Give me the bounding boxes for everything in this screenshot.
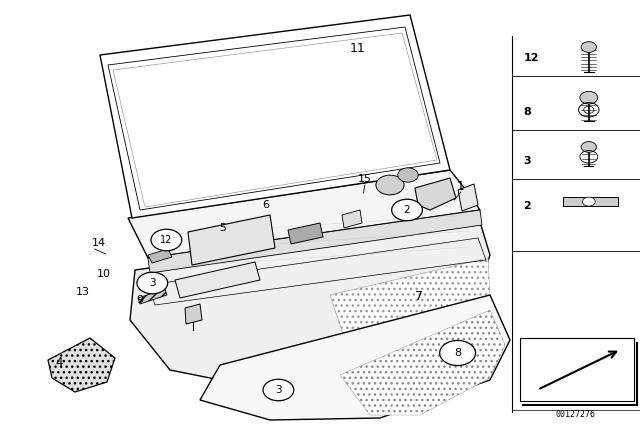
Text: 8: 8: [524, 107, 531, 117]
Circle shape: [398, 168, 419, 182]
Circle shape: [392, 199, 422, 221]
Text: 2: 2: [404, 205, 410, 215]
Text: 14: 14: [92, 238, 106, 248]
Circle shape: [581, 142, 596, 152]
Text: 12: 12: [524, 53, 539, 63]
Text: 3: 3: [524, 156, 531, 166]
Polygon shape: [288, 223, 323, 244]
Polygon shape: [100, 15, 450, 218]
Circle shape: [440, 340, 476, 366]
Text: 11: 11: [349, 42, 365, 55]
Polygon shape: [458, 184, 478, 211]
Polygon shape: [130, 222, 490, 390]
Circle shape: [376, 175, 404, 195]
Polygon shape: [148, 210, 482, 273]
Text: 3: 3: [275, 385, 282, 395]
Text: 8: 8: [454, 348, 461, 358]
Circle shape: [263, 379, 294, 401]
Text: 15: 15: [358, 174, 372, 184]
Polygon shape: [188, 215, 275, 265]
Circle shape: [582, 197, 595, 206]
Polygon shape: [113, 33, 437, 207]
Polygon shape: [185, 304, 202, 324]
Polygon shape: [563, 197, 618, 206]
Polygon shape: [128, 170, 480, 258]
Text: 10: 10: [97, 269, 111, 279]
Polygon shape: [340, 310, 505, 415]
Polygon shape: [175, 262, 260, 298]
Text: 13: 13: [76, 287, 90, 297]
Polygon shape: [138, 289, 167, 304]
Text: 7: 7: [415, 289, 423, 302]
Text: 9: 9: [136, 295, 143, 305]
Circle shape: [151, 229, 182, 251]
Text: 6: 6: [262, 200, 269, 210]
Polygon shape: [330, 258, 490, 375]
Text: 1: 1: [457, 180, 465, 193]
Text: 4: 4: [56, 356, 63, 369]
Circle shape: [137, 272, 168, 294]
Polygon shape: [200, 295, 510, 420]
Polygon shape: [342, 210, 362, 228]
Text: 00127276: 00127276: [556, 410, 596, 419]
Circle shape: [580, 91, 598, 104]
Polygon shape: [520, 338, 634, 401]
Circle shape: [581, 42, 596, 52]
Text: 2: 2: [524, 201, 531, 211]
Text: 3: 3: [149, 278, 156, 288]
Polygon shape: [415, 178, 456, 210]
Polygon shape: [108, 27, 440, 210]
Polygon shape: [148, 249, 172, 263]
Text: 5: 5: [220, 223, 226, 233]
Polygon shape: [48, 338, 115, 392]
Text: 12: 12: [160, 235, 173, 245]
